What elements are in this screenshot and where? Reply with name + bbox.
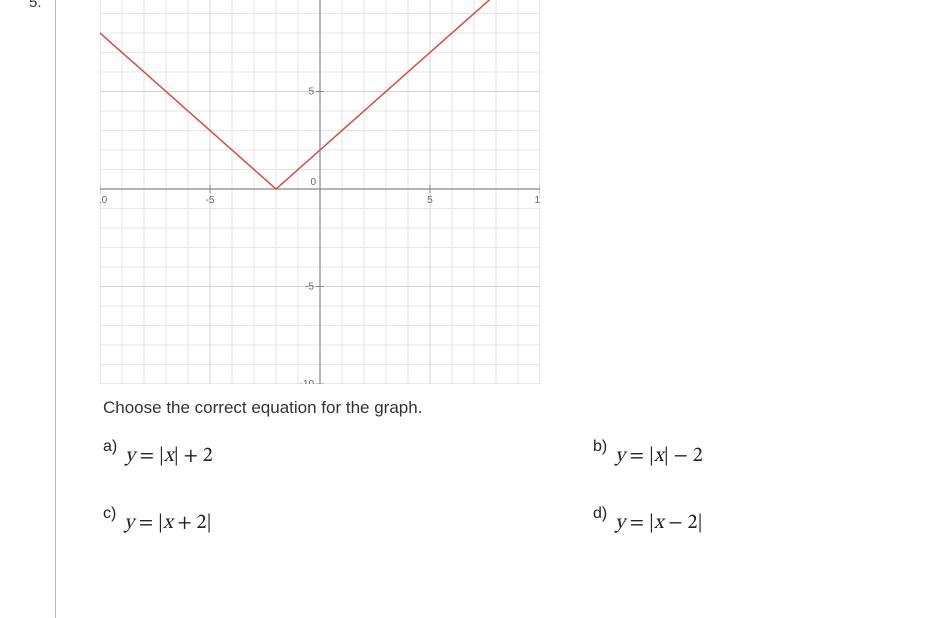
choice-c[interactable]: c) y = |x + 2|	[103, 505, 593, 536]
question-number: 5.	[29, 0, 42, 11]
choice-b[interactable]: b) y = |x| − 2	[593, 438, 703, 469]
choice-row: a) y = |x| + 2 b) y = |x| − 2	[103, 438, 925, 469]
svg-text:-10: -10	[100, 195, 108, 206]
choice-d[interactable]: d) y = |x − 2|	[593, 505, 703, 536]
question-container: 5. -10-50510-10-55 Choose the correct eq…	[55, 0, 925, 536]
choice-equation: y = |x − 2|	[615, 511, 702, 536]
svg-text:5: 5	[308, 87, 314, 98]
choice-row: c) y = |x + 2| d) y = |x − 2|	[103, 505, 925, 536]
svg-text:-5: -5	[206, 195, 215, 206]
choice-label: a)	[103, 438, 117, 456]
choice-label: b)	[593, 438, 607, 456]
svg-text:0: 0	[310, 177, 316, 188]
abs-value-chart: -10 -5 0 5 10 -10 -5 5	[100, 0, 540, 384]
svg-text:-5: -5	[305, 282, 314, 293]
choice-equation: y = |x + 2|	[124, 511, 211, 536]
prompt-text: Choose the correct equation for the grap…	[103, 398, 925, 418]
choice-label: d)	[593, 505, 607, 523]
answer-choices: a) y = |x| + 2 b) y = |x| − 2 c) y = |x …	[103, 438, 925, 536]
choice-label: c)	[103, 505, 116, 523]
svg-text:-10: -10	[300, 379, 315, 384]
choice-equation: y = |x| − 2	[615, 444, 702, 469]
chart-wrap: -10 -5 0 5 10 -10 -5 5	[100, 0, 540, 384]
svg-text:5: 5	[427, 195, 433, 206]
svg-text:10: 10	[534, 195, 540, 206]
choice-a[interactable]: a) y = |x| + 2	[103, 438, 593, 469]
choice-equation: y = |x| + 2	[125, 444, 212, 469]
